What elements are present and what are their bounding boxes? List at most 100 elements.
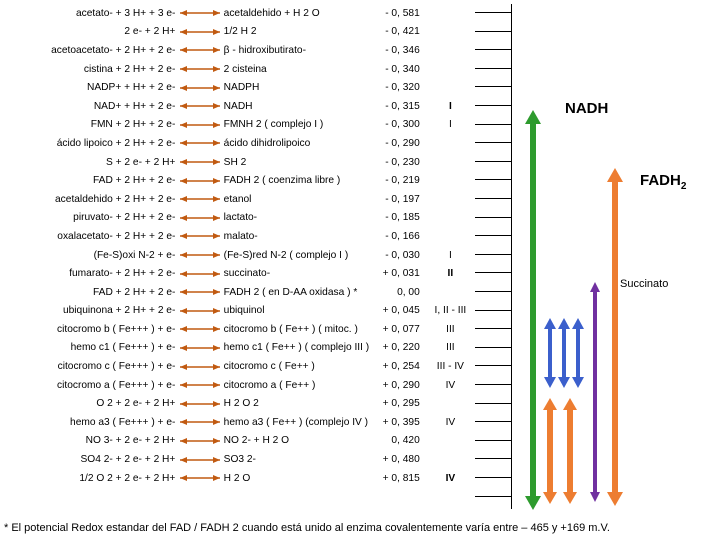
equilibrium-arrow-icon (176, 473, 223, 483)
ruler-tick (475, 142, 511, 143)
potential-value: - 0, 320 (376, 82, 421, 93)
redox-row: hemo a3 ( Fe+++ ) + e-hemo a3 ( Fe++ ) (… (0, 413, 475, 432)
half-reaction-left: FAD + 2 H+ + 2 e- (0, 287, 176, 298)
equilibrium-arrow-icon (176, 194, 223, 204)
potential-value: - 0, 421 (376, 26, 421, 37)
half-reaction-left: NAD+ + H+ + 2 e- (0, 101, 176, 112)
half-reaction-left: NO 3- + 2 e- + 2 H+ (0, 435, 176, 446)
half-reaction-left: ubiquinona + 2 H+ + 2 e- (0, 305, 176, 316)
ruler-tick (475, 384, 511, 385)
half-reaction-left: citocromo c ( Fe+++ ) + e- (0, 361, 176, 372)
complex-label: III - IV (422, 361, 475, 372)
half-reaction-right: FADH 2 ( coenzima libre ) (224, 175, 377, 186)
ruler-tick (475, 458, 511, 459)
half-reaction-right: 2 cisteina (224, 64, 377, 75)
half-reaction-right: FADH 2 ( en D-AA oxidasa ) * (224, 287, 377, 298)
label-fadh: FADH2 (640, 172, 686, 192)
redox-row: cistina + 2 H+ + 2 e-2 cisteina- 0, 340 (0, 60, 475, 79)
complex-label: I (422, 101, 475, 112)
half-reaction-right: lactato- (224, 212, 377, 223)
redox-row: citocromo a ( Fe+++ ) + e-citocromo a ( … (0, 376, 475, 395)
ruler-tick (475, 291, 511, 292)
equilibrium-arrow-icon (176, 138, 223, 148)
half-reaction-right: NADPH (224, 82, 377, 93)
potential-value: - 0, 300 (376, 119, 421, 130)
complex-label: III (422, 342, 475, 353)
potential-value: - 0, 185 (376, 212, 421, 223)
half-reaction-right: 1/2 H 2 (224, 26, 377, 37)
complex-label: II (422, 268, 475, 279)
potential-value: + 0, 480 (376, 454, 421, 465)
potential-value: - 0, 197 (376, 194, 421, 205)
ruler-tick (475, 310, 511, 311)
ruler-tick (475, 496, 511, 497)
half-reaction-right: (Fe-S)red N-2 ( complejo I ) (224, 250, 377, 261)
equilibrium-arrow-icon (176, 27, 223, 37)
ruler-tick (475, 347, 511, 348)
equilibrium-arrow-icon (176, 399, 223, 409)
half-reaction-left: citocromo b ( Fe+++ ) + e- (0, 324, 176, 335)
redox-row: NAD+ + H+ + 2 e-NADH- 0, 315I (0, 97, 475, 116)
redox-row: 2 e- + 2 H+ 1/2 H 2- 0, 421 (0, 23, 475, 42)
potential-value: - 0, 030 (376, 250, 421, 261)
half-reaction-right: FMNH 2 ( complejo I ) (224, 119, 377, 130)
redox-table: acetato- + 3 H+ + 3 e-acetaldehido + H 2… (0, 4, 475, 487)
ruler-tick (475, 403, 511, 404)
potential-value: - 0, 346 (376, 45, 421, 56)
half-reaction-left: acetato- + 3 H+ + 3 e- (0, 8, 176, 19)
half-reaction-right: β - hidroxibutirato- (224, 45, 377, 56)
redox-row: acetato- + 3 H+ + 3 e-acetaldehido + H 2… (0, 4, 475, 23)
energy-arrows (515, 0, 715, 520)
ruler-tick (475, 105, 511, 106)
equilibrium-arrow-icon (176, 455, 223, 465)
ruler-tick (475, 365, 511, 366)
ruler-tick (475, 254, 511, 255)
ruler-tick (475, 49, 511, 50)
ruler-tick (475, 421, 511, 422)
potential-value: 0, 00 (376, 287, 421, 298)
redox-row: SO4 2- + 2 e- + 2 H+SO3 2-+ 0, 480 (0, 450, 475, 469)
potential-value: - 0, 230 (376, 157, 421, 168)
complex-label: I, II - III (422, 305, 475, 316)
half-reaction-right: ubiquinol (224, 305, 377, 316)
half-reaction-right: citocromo b ( Fe++ ) ( mitoc. ) (224, 324, 377, 335)
ruler-tick (475, 86, 511, 87)
footnote: * El potencial Redox estandar del FAD / … (4, 522, 610, 534)
redox-row: NADP+ + H+ + 2 e-NADPH- 0, 320 (0, 78, 475, 97)
ruler-tick (475, 161, 511, 162)
half-reaction-left: (Fe-S)oxi N-2 + e- (0, 250, 176, 261)
equilibrium-arrow-icon (176, 83, 223, 93)
equilibrium-arrow-icon (176, 343, 223, 353)
potential-value: - 0, 219 (376, 175, 421, 186)
potential-value: + 0, 077 (376, 324, 421, 335)
redox-row: FMN + 2 H+ + 2 e-FMNH 2 ( complejo I )- … (0, 116, 475, 135)
label-succinato: Succinato (620, 278, 668, 290)
half-reaction-right: citocromo a ( Fe++ ) (224, 380, 377, 391)
half-reaction-left: fumarato- + 2 H+ + 2 e- (0, 268, 176, 279)
half-reaction-left: 2 e- + 2 H+ (0, 26, 176, 37)
half-reaction-left: hemo a3 ( Fe+++ ) + e- (0, 417, 176, 428)
ruler-tick (475, 12, 511, 13)
redox-row: acetoacetato- + 2 H+ + 2 e-β - hidroxibu… (0, 41, 475, 60)
potential-value: + 0, 031 (376, 268, 421, 279)
ruler-tick (475, 477, 511, 478)
redox-row: ubiquinona + 2 H+ + 2 e-ubiquinol+ 0, 04… (0, 302, 475, 321)
potential-value: + 0, 290 (376, 380, 421, 391)
equilibrium-arrow-icon (176, 417, 223, 427)
ruler-tick (475, 217, 511, 218)
half-reaction-left: FAD + 2 H+ + 2 e- (0, 175, 176, 186)
half-reaction-right: H 2 O (224, 473, 377, 484)
half-reaction-right: NO 2- + H 2 O (224, 435, 377, 446)
complex-label: IV (422, 473, 475, 484)
potential-value: - 0, 340 (376, 64, 421, 75)
complex-label: I (422, 250, 475, 261)
equilibrium-arrow-icon (176, 176, 223, 186)
equilibrium-arrow-icon (176, 306, 223, 316)
equilibrium-arrow-icon (176, 120, 223, 130)
redox-row: piruvato- + 2 H+ + 2 e-lactato-- 0, 185 (0, 209, 475, 228)
half-reaction-right: H 2 O 2 (224, 398, 377, 409)
redox-row: acetaldehido + 2 H+ + 2 e-etanol- 0, 197 (0, 190, 475, 209)
equilibrium-arrow-icon (176, 287, 223, 297)
half-reaction-left: acetoacetato- + 2 H+ + 2 e- (0, 45, 176, 56)
equilibrium-arrow-icon (176, 213, 223, 223)
